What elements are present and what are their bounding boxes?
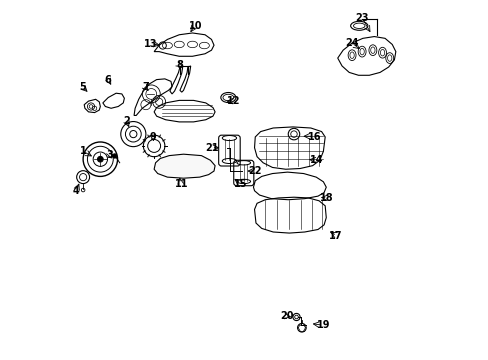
Text: 21: 21 [204,143,218,153]
Text: 2: 2 [122,116,129,126]
Text: 11: 11 [175,179,188,189]
Text: 3: 3 [106,150,113,160]
Text: 18: 18 [320,193,333,203]
Text: 23: 23 [355,13,368,23]
Text: 24: 24 [345,38,358,48]
Circle shape [112,154,117,158]
Text: 10: 10 [189,21,203,31]
Text: 12: 12 [226,96,240,106]
Text: 16: 16 [307,132,321,142]
Text: 4: 4 [72,186,79,197]
Text: 1: 1 [80,146,86,156]
Text: 22: 22 [248,166,262,176]
Circle shape [97,156,103,162]
Text: 20: 20 [280,311,293,321]
Text: 17: 17 [328,231,342,240]
Text: 14: 14 [309,155,322,165]
Text: 5: 5 [79,82,85,92]
Polygon shape [154,154,215,178]
Text: 13: 13 [143,39,157,49]
Text: 6: 6 [104,75,111,85]
Text: 9: 9 [149,132,156,142]
Text: 7: 7 [142,82,149,92]
Text: 8: 8 [176,60,183,70]
Text: 19: 19 [316,320,329,330]
Text: 15: 15 [234,179,247,189]
